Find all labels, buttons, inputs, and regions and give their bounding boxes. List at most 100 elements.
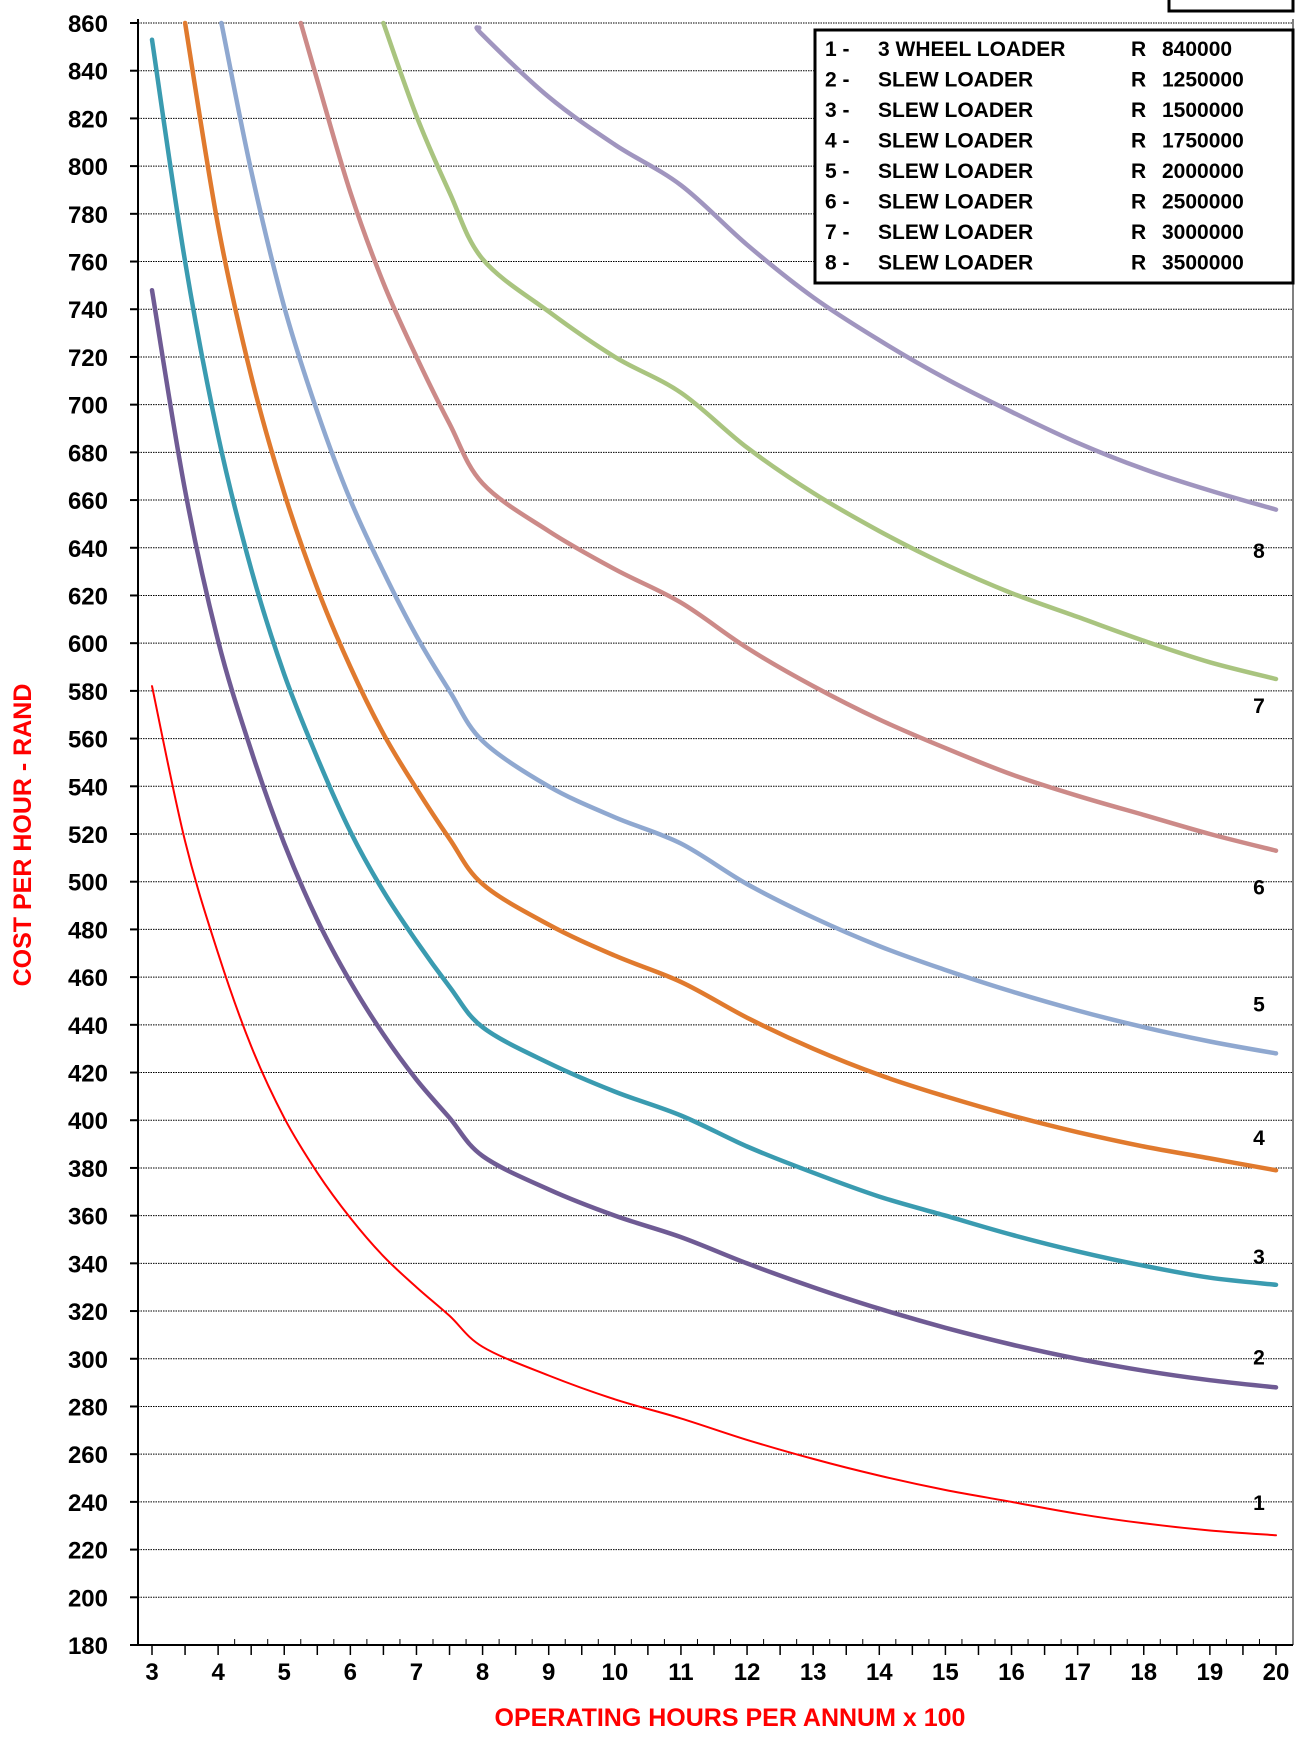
x-tick-label: 18: [1130, 1659, 1157, 1686]
series-line-6: [298, 20, 1279, 853]
x-tick-label: 12: [734, 1659, 761, 1686]
legend-num: 2 -: [825, 69, 850, 92]
legend-row: 5 - SLEW LOADER R 2000000: [825, 160, 1244, 183]
y-tick-label: 860: [68, 11, 108, 38]
legend-name: SLEW LOADER: [878, 69, 1033, 92]
series-line-4: [182, 20, 1279, 1173]
y-tick-label: 400: [68, 1108, 108, 1135]
x-tick-label: 8: [476, 1659, 489, 1686]
series-lines: [149, 20, 1279, 1537]
x-tick-label: 16: [998, 1659, 1025, 1686]
series-end-label-6: 6: [1253, 876, 1265, 899]
legend-row: 1 - 3 WHEEL LOADER R 840000: [825, 38, 1232, 61]
y-tick-label: 320: [68, 1299, 108, 1326]
legend-name: SLEW LOADER: [878, 130, 1033, 153]
x-tick-label: 11: [668, 1659, 693, 1686]
x-axis-title: OPERATING HOURS PER ANNUM x 100: [495, 1704, 966, 1732]
legend-name: 3 WHEEL LOADER: [878, 38, 1065, 61]
y-tick-label: 740: [68, 297, 108, 324]
legend-price: 2000000: [1162, 160, 1244, 183]
y-tick-label: 240: [68, 1490, 108, 1517]
x-tick-label: 7: [410, 1659, 423, 1686]
x-tick-label: 14: [866, 1659, 893, 1686]
series-end-label-1: 1: [1253, 1492, 1265, 1515]
legend-name: SLEW LOADER: [878, 221, 1033, 244]
y-tick-label: 500: [68, 870, 108, 897]
y-tick-label: 660: [68, 488, 108, 515]
legend-name: SLEW LOADER: [878, 191, 1033, 214]
legend-price: 3000000: [1162, 221, 1244, 244]
series-end-label-2: 2: [1253, 1346, 1265, 1369]
legend-name: SLEW LOADER: [878, 99, 1033, 122]
y-tick-label: 460: [68, 965, 108, 992]
series-line-5: [219, 20, 1279, 1056]
legend-num: 7 -: [825, 221, 850, 244]
series-line-1: [151, 685, 1277, 1537]
x-tick-label: 17: [1064, 1659, 1091, 1686]
series-end-label-4: 4: [1253, 1127, 1265, 1150]
y-tick-label: 360: [68, 1204, 108, 1231]
y-tick-label: 480: [68, 917, 108, 944]
legend-cur: R: [1131, 160, 1146, 183]
legend-cur: R: [1131, 191, 1146, 214]
y-tick-label: 760: [68, 250, 108, 277]
y-tick-label: 680: [68, 440, 108, 467]
legend-name: SLEW LOADER: [878, 252, 1033, 275]
legend-box: [813, 28, 1295, 285]
y-tick-label: 300: [68, 1347, 108, 1374]
legend-row: 2 - SLEW LOADER R 1250000: [825, 69, 1244, 92]
y-tick-label: 440: [68, 1013, 108, 1040]
legend-price: 3500000: [1162, 252, 1244, 275]
y-tick-labels: 180 200 220 240 260 280 300 320 340 360 380 400 420 4…: [68, 11, 108, 1660]
y-tick-label: 180: [68, 1633, 108, 1660]
y-tick-label: 800: [68, 154, 108, 181]
x-tick-label: 9: [542, 1659, 555, 1686]
y-tick-label: 720: [68, 345, 108, 372]
series-end-label-8: 8: [1253, 540, 1265, 563]
series-line-2: [149, 287, 1279, 1390]
x-tick-label: 20: [1263, 1659, 1290, 1686]
legend-price: 1250000: [1162, 69, 1244, 92]
x-tick-label: 10: [601, 1659, 628, 1686]
y-tick-label: 640: [68, 536, 108, 563]
legend-num: 8 -: [825, 252, 850, 275]
legend-price: 1750000: [1162, 130, 1244, 153]
y-tick-label: 600: [68, 631, 108, 658]
y-tick-label: 380: [68, 1156, 108, 1183]
legend-row: 6 - SLEW LOADER R 2500000: [825, 191, 1244, 214]
legend-cur: R: [1131, 130, 1146, 153]
y-tick-label: 220: [68, 1538, 108, 1565]
series-line-3: [149, 37, 1279, 1288]
legend-row: 8 - SLEW LOADER R 3500000: [825, 252, 1244, 275]
legend-cur: R: [1131, 69, 1146, 92]
legend-cur: R: [1131, 99, 1146, 122]
y-tick-label: 780: [68, 202, 108, 229]
top-right-box: [1167, 0, 1295, 13]
legend-price: 2500000: [1162, 191, 1244, 214]
legend-name: SLEW LOADER: [878, 160, 1033, 183]
legend-num: 5 -: [825, 160, 850, 183]
x-tick-label: 13: [800, 1659, 827, 1686]
x-tick-labels: 3 4 5 6 7 8 9 10 11 12 13 14 15 16 17 18 19 20: [145, 1659, 1289, 1686]
series-end-label-3: 3: [1253, 1246, 1265, 1269]
series-line-8: [474, 25, 1279, 512]
legend-price: 1500000: [1162, 99, 1244, 122]
legend-row: 7 - SLEW LOADER R 3000000: [825, 221, 1244, 244]
y-tick-label: 420: [68, 1061, 108, 1088]
x-tick-label: 3: [145, 1659, 158, 1686]
legend-num: 1 -: [825, 38, 850, 61]
legend-row: 3 - SLEW LOADER R 1500000: [825, 99, 1244, 122]
y-tick-label: 700: [68, 393, 108, 420]
y-tick-label: 520: [68, 822, 108, 849]
series-end-label-5: 5: [1253, 993, 1265, 1016]
y-tick-label: 340: [68, 1251, 108, 1278]
legend-cur: R: [1131, 252, 1146, 275]
series-line-7: [381, 20, 1279, 682]
y-tick-label: 580: [68, 679, 108, 706]
axes: [137, 19, 1294, 1646]
legend-num: 3 -: [825, 99, 850, 122]
y-axis-title: COST PER HOUR - RAND: [9, 684, 37, 987]
